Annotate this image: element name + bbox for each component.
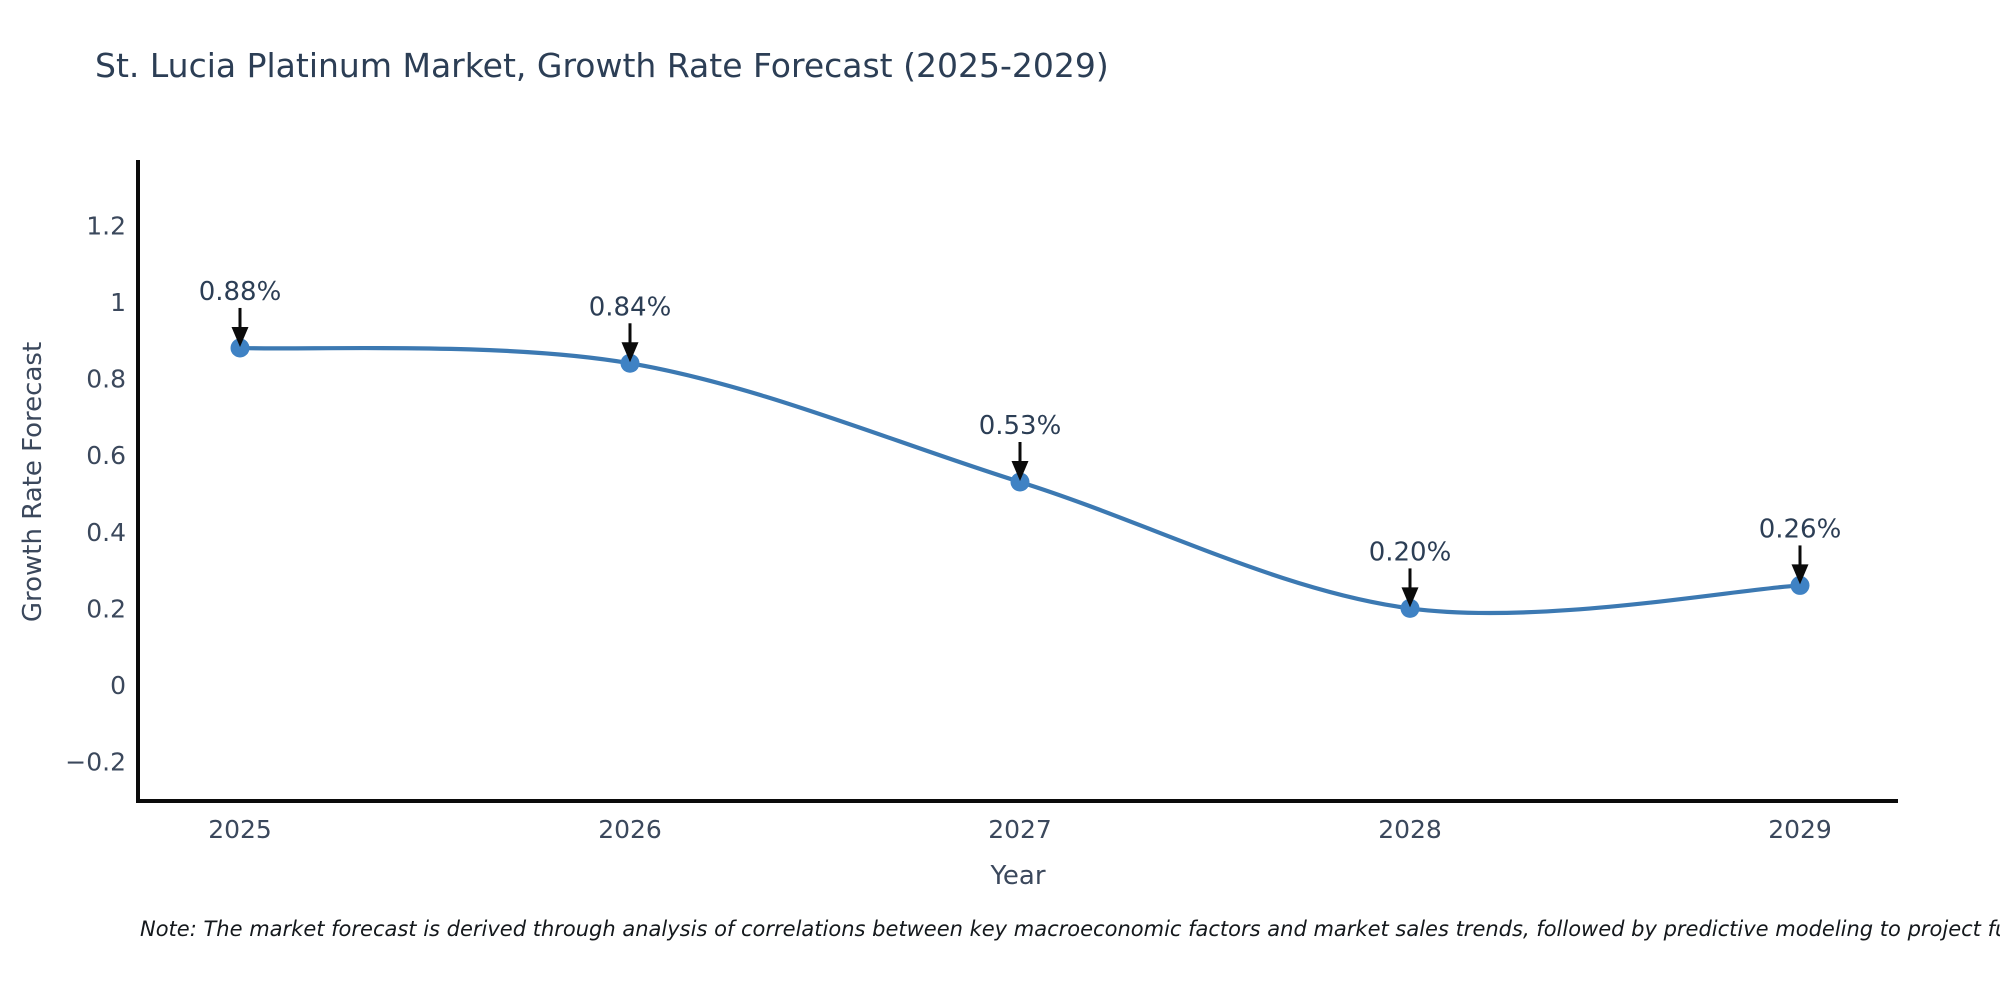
annotation-arrow-head [1011,461,1029,482]
data-point-marker [1400,598,1420,618]
x-tick-label: 2029 [1768,815,1832,844]
x-axis-title: Year [990,861,1046,891]
point-value-label: 0.84% [589,292,672,322]
point-value-label: 0.88% [199,277,282,307]
annotation-arrow-head [621,342,639,363]
annotation-arrow-head [231,326,249,347]
x-tick-label: 2026 [598,815,662,844]
data-point-marker [620,353,640,373]
y-tick-label: 0.4 [86,518,126,547]
y-tick-label: 1 [110,288,126,317]
x-tick-label: 2025 [208,815,272,844]
footnote: Note: The market forecast is derived thr… [140,917,2000,941]
point-value-label: 0.20% [1369,537,1452,567]
annotation-arrow-head [1791,564,1809,585]
data-point-marker [1790,575,1810,595]
data-point-marker [230,338,250,358]
point-value-label: 0.53% [979,411,1062,441]
x-tick-label: 2028 [1378,815,1442,844]
annotation-arrow-head [1401,587,1419,608]
point-value-label: 0.26% [1759,514,1842,544]
data-point-marker [1010,472,1030,492]
chart-title: St. Lucia Platinum Market, Growth Rate F… [95,46,1109,85]
y-tick-label: 0 [110,671,126,700]
y-tick-label: 0.6 [86,441,126,470]
y-tick-label: 1.2 [86,211,126,240]
y-tick-label: 0.8 [86,365,126,394]
y-tick-label: 0.2 [86,594,126,623]
x-tick-label: 2027 [988,815,1052,844]
y-tick-label: −0.2 [65,748,126,777]
